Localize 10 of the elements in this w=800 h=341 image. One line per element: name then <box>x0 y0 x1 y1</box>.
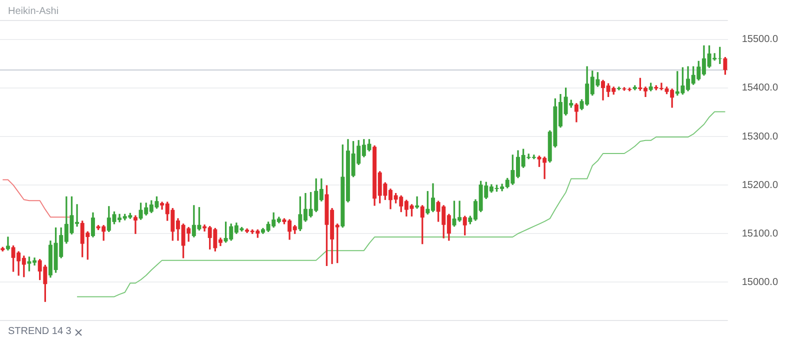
y-tick-label: 15500.0 <box>742 34 778 46</box>
chart-title: Heikin-Ashi <box>8 6 59 17</box>
y-tick-label: 15400.0 <box>742 82 778 94</box>
y-tick-label: 15000.0 <box>742 276 778 288</box>
y-tick-label: 15100.0 <box>742 228 778 240</box>
candlestick <box>133 215 138 234</box>
text: STREND 14 3 <box>8 326 72 337</box>
y-tick-label: 15200.0 <box>742 180 778 191</box>
candlestick <box>415 196 420 209</box>
y-tick-label: 15300.0 <box>742 131 778 142</box>
